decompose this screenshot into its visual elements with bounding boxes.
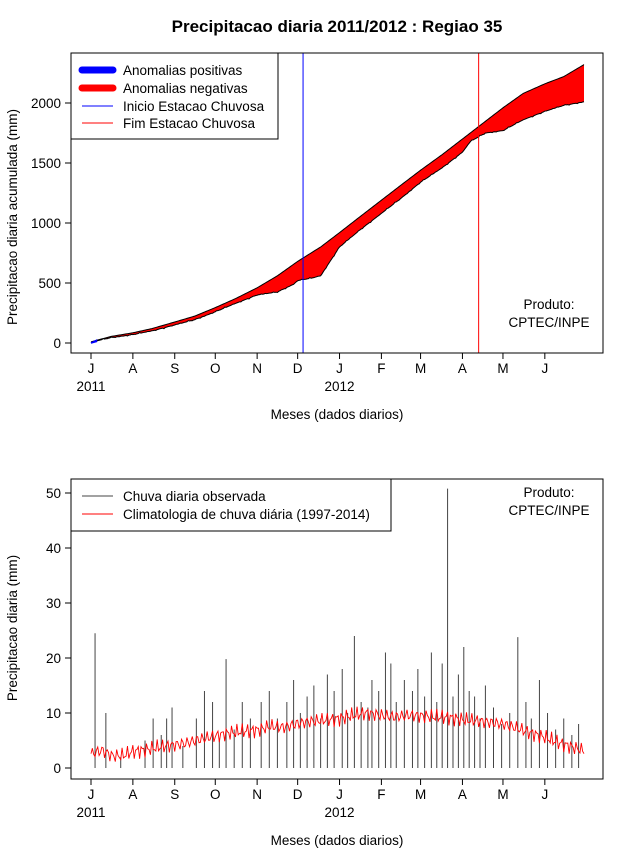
daily-x-tick-label: A bbox=[458, 787, 467, 802]
legend-label-negative: Anomalias negativas bbox=[123, 81, 248, 96]
cumulative-y-label: Precipitacao diaria acumulada (mm) bbox=[5, 109, 20, 325]
daily-x-tick-label: A bbox=[128, 787, 137, 802]
cumulative-product-label: Produto: bbox=[523, 297, 574, 312]
cumulative-axes: J A S O N D J F M A M J 2011 2012 0 500 1000 1500 2000 bbox=[31, 96, 548, 394]
cumulative-chart: J A S O N D J F M A M J 2011 2012 0 500 1000 1500 2000 Pre… bbox=[5, 52, 604, 422]
cumulative-x-tick-label: S bbox=[170, 361, 179, 376]
daily-y-tick-label: 40 bbox=[46, 541, 61, 556]
daily-y-label: Precipitacao diaria (mm) bbox=[5, 555, 20, 701]
cumulative-x-tick-label: J bbox=[88, 361, 95, 376]
daily-x-tick-label: D bbox=[293, 787, 303, 802]
cumulative-y-tick-label: 500 bbox=[38, 276, 61, 291]
observed-cumulative-line bbox=[90, 101, 585, 344]
daily-product-label: Produto: bbox=[523, 485, 574, 500]
daily-x-tick-label: O bbox=[210, 787, 221, 802]
daily-legend: Chuva diaria observada Climatologia de c… bbox=[70, 478, 392, 532]
daily-chart: J A S O N D J F M A M J 2011 2012 0 10 20 30 40 50 Precipit… bbox=[5, 478, 604, 848]
legend-label-fim: Fim Estacao Chuvosa bbox=[123, 116, 256, 131]
cumulative-y-tick-label: 1000 bbox=[31, 216, 61, 231]
daily-x-tick-label: J bbox=[336, 787, 343, 802]
daily-y-tick-label: 20 bbox=[46, 651, 61, 666]
daily-y-tick-label: 50 bbox=[46, 486, 61, 501]
daily-climatology-layer bbox=[90, 706, 585, 762]
daily-y-tick-label: 10 bbox=[46, 706, 61, 721]
legend-label-positive: Anomalias positivas bbox=[123, 63, 243, 78]
daily-x-tick-label: M bbox=[497, 787, 508, 802]
cumulative-year-label: 2011 bbox=[76, 379, 105, 394]
daily-y-tick-label: 30 bbox=[46, 596, 61, 611]
daily-axes: J A S O N D J F M A M J 2011 2012 0 10 20 30 40 50 bbox=[46, 486, 548, 820]
cumulative-x-tick-label: A bbox=[458, 361, 467, 376]
cumulative-product-source: CPTEC/INPE bbox=[508, 315, 589, 330]
cumulative-x-tick-label: O bbox=[210, 361, 221, 376]
cumulative-x-tick-label: D bbox=[293, 361, 303, 376]
figure-title: Precipitacao diaria 2011/2012 : Regiao 3… bbox=[172, 17, 503, 36]
cumulative-x-tick-label: J bbox=[541, 361, 548, 376]
cumulative-y-tick-label: 1500 bbox=[31, 156, 61, 171]
cumulative-x-tick-label: M bbox=[497, 361, 508, 376]
daily-bars-layer bbox=[94, 488, 580, 768]
daily-y-tick-label: 0 bbox=[53, 761, 61, 776]
positive-anomaly-area bbox=[90, 339, 98, 344]
legend-label-observed: Chuva diaria observada bbox=[123, 489, 266, 504]
daily-x-tick-label: J bbox=[541, 787, 548, 802]
daily-x-tick-label: M bbox=[415, 787, 426, 802]
cumulative-x-tick-label: J bbox=[336, 361, 343, 376]
daily-x-tick-label: J bbox=[88, 787, 95, 802]
daily-x-tick-label: F bbox=[377, 787, 385, 802]
daily-x-label: Meses (dados diarios) bbox=[271, 833, 404, 848]
daily-year-label: 2012 bbox=[325, 805, 355, 820]
daily-year-label: 2011 bbox=[76, 805, 105, 820]
cumulative-year-label: 2012 bbox=[325, 379, 355, 394]
legend-label-inicio: Inicio Estacao Chuvosa bbox=[123, 99, 265, 114]
cumulative-area-layer bbox=[90, 64, 585, 344]
climatology-daily-line bbox=[90, 706, 585, 762]
daily-x-tick-label: S bbox=[170, 787, 179, 802]
cumulative-vlines bbox=[302, 53, 480, 353]
daily-legend-box bbox=[70, 478, 392, 532]
cumulative-y-tick-label: 0 bbox=[53, 336, 61, 351]
climatology-cumulative-line bbox=[90, 64, 585, 343]
cumulative-x-tick-label: M bbox=[415, 361, 426, 376]
daily-x-tick-label: N bbox=[252, 787, 262, 802]
cumulative-x-tick-label: A bbox=[128, 361, 137, 376]
daily-product-source: CPTEC/INPE bbox=[508, 503, 589, 518]
cumulative-x-label: Meses (dados diarios) bbox=[271, 407, 404, 422]
cumulative-x-tick-label: F bbox=[377, 361, 385, 376]
cumulative-y-tick-label: 2000 bbox=[31, 96, 61, 111]
legend-label-climatology: Climatologia de chuva diária (1997-2014) bbox=[123, 507, 370, 522]
cumulative-legend: Anomalias positivas Anomalias negativas … bbox=[70, 52, 279, 140]
cumulative-x-tick-label: N bbox=[252, 361, 262, 376]
negative-anomaly-area bbox=[91, 64, 584, 343]
